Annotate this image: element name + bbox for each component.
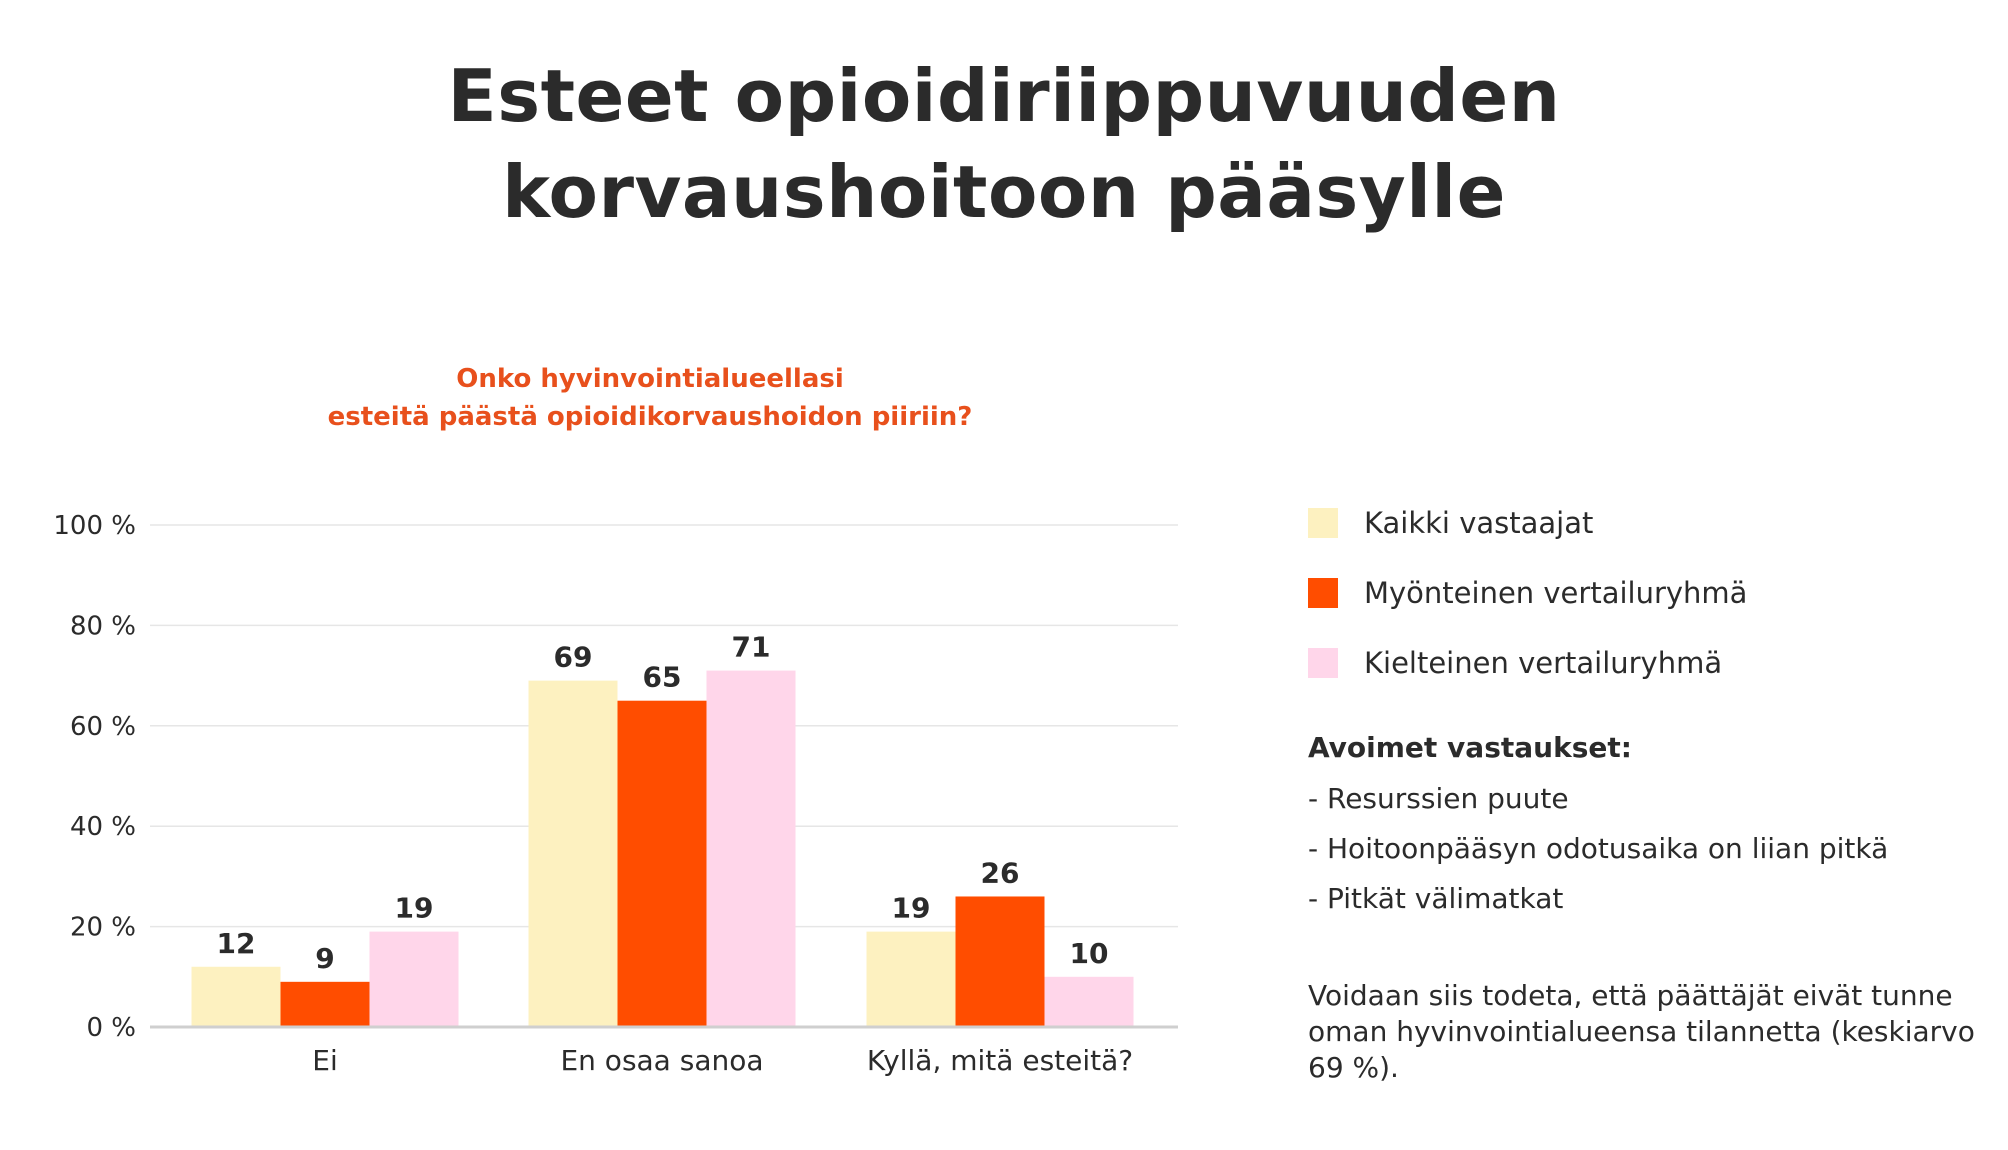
data-label: 71	[732, 631, 771, 664]
legend: Kaikki vastaajat Myönteinen vertailuryhm…	[1308, 488, 1747, 698]
conclusion-text: Voidaan siis todeta, että päättäjät eivä…	[1308, 979, 1975, 1084]
bar	[191, 966, 281, 1027]
chart-title-line-2: esteitä päästä opioidikorvaushoidon piir…	[327, 402, 973, 432]
legend-item-myonteinen: Myönteinen vertailuryhmä	[1308, 558, 1747, 628]
y-tick-label: 0 %	[86, 1013, 136, 1043]
data-label: 10	[1070, 937, 1109, 970]
legend-item-kielteinen: Kielteinen vertailuryhmä	[1308, 628, 1747, 698]
bar	[955, 896, 1045, 1027]
open-answer-item: - Pitkät välimatkat	[1308, 882, 1564, 915]
bar	[280, 981, 370, 1027]
open-answer-item: - Hoitoonpääsyn odotusaika on liian pitk…	[1308, 832, 1889, 865]
data-label: 26	[981, 856, 1020, 889]
x-tick-label: Kyllä, mitä esteitä?	[867, 1044, 1133, 1077]
bar	[866, 931, 956, 1027]
page-title: Esteet opioidiriippuvuuden korvaushoitoo…	[0, 48, 2008, 240]
open-answers: Avoimet vastaukset: - Resurssien puute -…	[1308, 728, 1988, 928]
bar	[706, 670, 796, 1027]
chart-title-line-1: Onko hyvinvointialueellasi	[456, 364, 844, 394]
bar-chart: 0 % 20 % 40 % 60 % 80 % 100 % 12 69 19 9 65 26 19 71 1…	[53, 511, 1178, 1077]
data-label: 9	[315, 942, 334, 975]
y-tick-label: 100 %	[53, 511, 136, 541]
bar	[1044, 976, 1134, 1027]
bar	[528, 680, 618, 1027]
y-tick-label: 80 %	[70, 611, 136, 641]
open-answers-heading: Avoimet vastaukset:	[1308, 731, 1632, 764]
legend-swatch-kaikki	[1308, 508, 1338, 538]
bar	[369, 931, 459, 1027]
data-label: 19	[892, 892, 931, 925]
open-answer-item: - Resurssien puute	[1308, 782, 1569, 815]
page-title-line-2: korvaushoitoon pääsylle	[502, 150, 1506, 234]
y-tick-label: 20 %	[70, 913, 136, 943]
y-tick-label: 40 %	[70, 812, 136, 842]
legend-item-kaikki: Kaikki vastaajat	[1308, 488, 1747, 558]
x-tick-label: Ei	[312, 1044, 337, 1077]
bar	[617, 700, 707, 1027]
x-tick-label: En osaa sanoa	[560, 1044, 763, 1077]
legend-swatch-kielteinen	[1308, 648, 1338, 678]
data-label: 65	[643, 661, 682, 694]
legend-label-myonteinen: Myönteinen vertailuryhmä	[1364, 576, 1748, 610]
y-tick-label: 60 %	[70, 712, 136, 742]
legend-label-kaikki: Kaikki vastaajat	[1364, 506, 1594, 540]
legend-label-kielteinen: Kielteinen vertailuryhmä	[1364, 646, 1723, 680]
legend-swatch-myonteinen	[1308, 578, 1338, 608]
data-label: 69	[554, 641, 593, 674]
data-label: 19	[395, 892, 434, 925]
page-title-line-1: Esteet opioidiriippuvuuden	[447, 54, 1561, 138]
chart-title: Onko hyvinvointialueellasi esteitä pääst…	[200, 360, 1100, 436]
data-label: 12	[217, 927, 256, 960]
